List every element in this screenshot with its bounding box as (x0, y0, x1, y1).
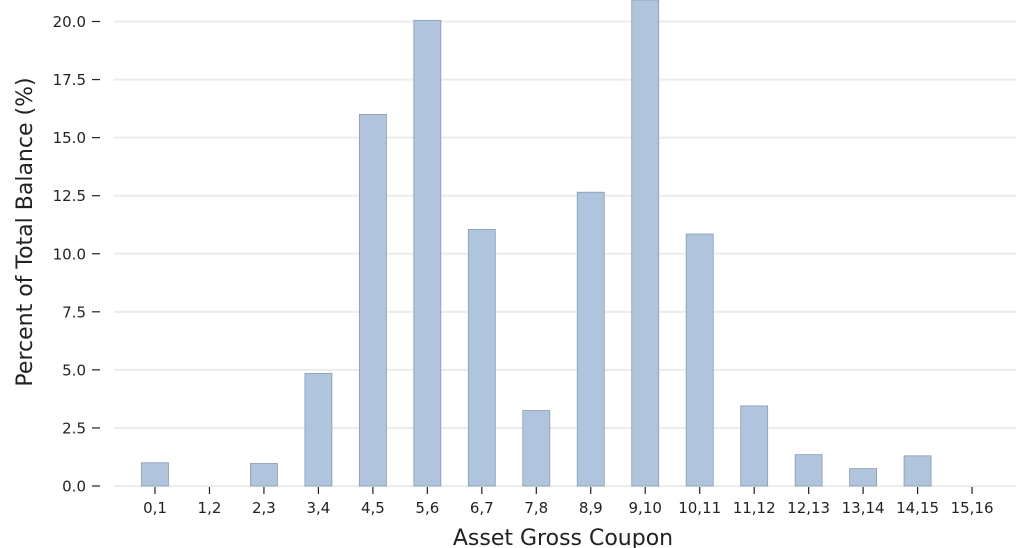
y-tick-label: 15.0 (53, 129, 86, 147)
x-tick-label: 2,3 (252, 499, 276, 517)
bar (522, 410, 551, 487)
x-axis-title: Asset Gross Coupon (453, 526, 673, 548)
x-tick-label: 3,4 (306, 499, 330, 517)
bars (141, 0, 932, 487)
x-tick-label: 6,7 (470, 499, 494, 517)
bar (413, 19, 442, 487)
y-tick-label: 20.0 (53, 13, 86, 31)
y-axis-title: Percent of Total Balance (%) (13, 77, 38, 386)
bar (304, 372, 333, 487)
y-tick-label: 0.0 (62, 478, 86, 496)
bar (141, 462, 169, 487)
x-tick-label: 0,1 (143, 499, 167, 517)
x-tick-label: 4,5 (361, 499, 385, 517)
y-tick-label: 2.5 (62, 419, 86, 437)
x-tick-label: 1,2 (198, 499, 222, 517)
y-axis: 0.0 2.5 5.0 7.5 10.0 12.5 15.0 17.5 20.0 (53, 13, 100, 496)
x-tick-label: 10,11 (678, 499, 721, 517)
x-tick-label: 9,10 (629, 499, 662, 517)
bar (358, 114, 387, 487)
x-tick-label: 7,8 (524, 499, 548, 517)
bar (467, 228, 496, 487)
bar (576, 191, 605, 487)
x-tick-label: 12,13 (787, 499, 830, 517)
x-tick-label: 13,14 (842, 499, 885, 517)
bar (849, 468, 878, 487)
x-tick-label: 5,6 (415, 499, 439, 517)
x-tick-label: 15,16 (951, 499, 994, 517)
bar (250, 463, 278, 487)
bar (685, 233, 714, 487)
bar (903, 455, 932, 487)
y-tick-label: 10.0 (53, 245, 86, 263)
y-tick-label: 7.5 (62, 303, 86, 321)
y-tick-label: 12.5 (53, 187, 86, 205)
y-tick-label: 17.5 (53, 71, 86, 89)
bar (740, 405, 769, 487)
x-tick-label: 11,12 (733, 499, 776, 517)
x-tick-label: 8,9 (579, 499, 603, 517)
x-axis: 0,1 1,2 2,3 3,4 4,5 5,6 6,7 7,8 8,9 9,10 10,11 11,1… (143, 487, 994, 517)
bar (794, 454, 823, 487)
gridlines (114, 20, 1016, 487)
x-tick-label: 14,15 (896, 499, 939, 517)
y-tick-label: 5.0 (62, 361, 86, 379)
bar (631, 0, 660, 487)
